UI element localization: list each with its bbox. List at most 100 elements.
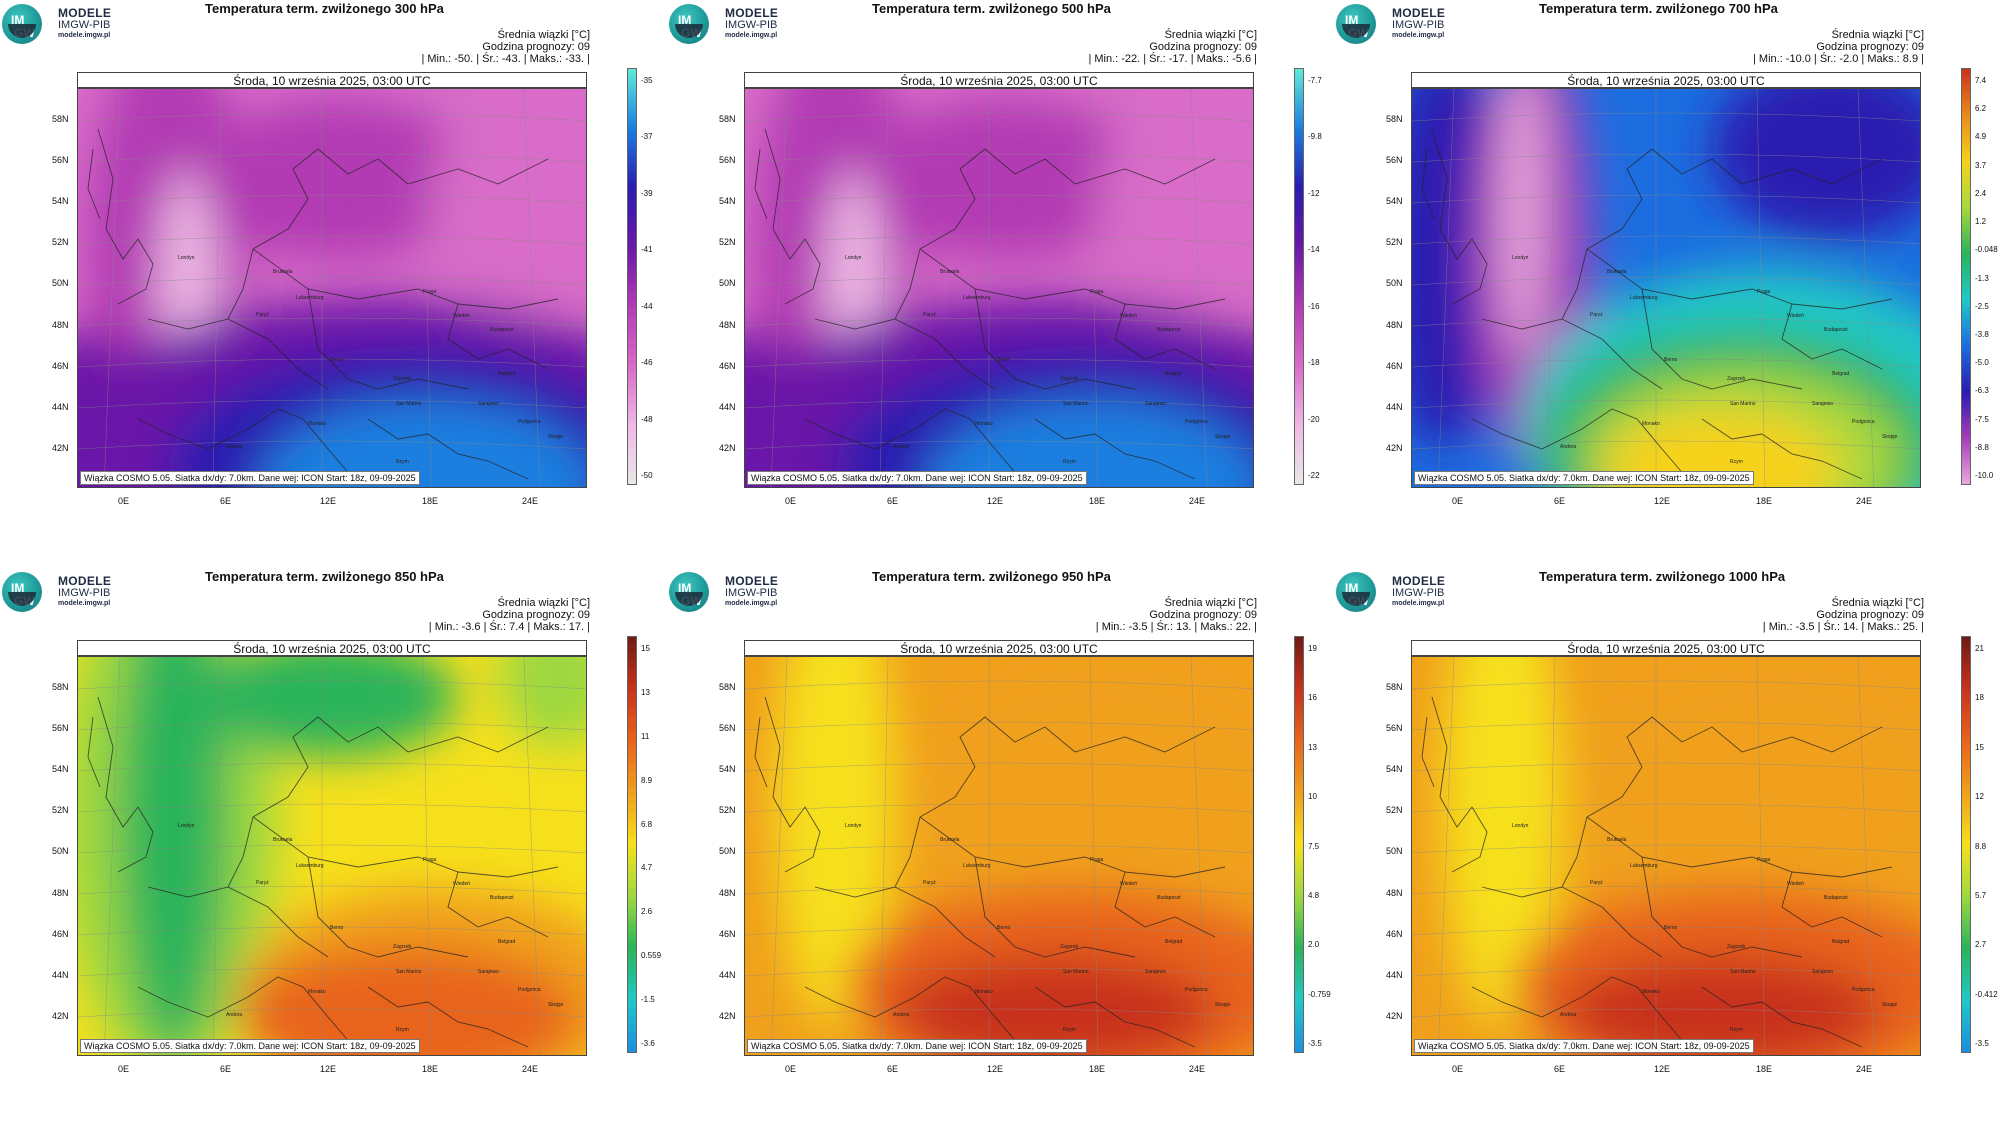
temperature-map[interactable]: Londyn Bruksela Paryż Luksemburg Praga Wiedeń…	[744, 656, 1254, 1056]
colorbar-tick-label: 6.8	[641, 819, 653, 829]
temperature-map[interactable]: Londyn Bruksela Paryż Luksemburg Praga Wiedeń…	[77, 656, 587, 1056]
city-label: Bruksela	[940, 269, 960, 275]
longitude-label: 6E	[220, 496, 232, 506]
city-label: Zagrzeb	[1727, 944, 1746, 950]
longitude-label: 6E	[220, 1064, 232, 1074]
temperature-field	[78, 657, 586, 1055]
logo-badge-bottom: GW	[681, 594, 702, 608]
logo-title: MODELE	[1392, 6, 1446, 20]
colorbar-tick-label: -3.6	[641, 1039, 655, 1048]
legend-title: Średnia wiązki [°C]	[1164, 597, 1257, 609]
latitude-label: 42N	[52, 443, 69, 453]
longitude-label: 24E	[1856, 1064, 1873, 1074]
logo-subtitle: IMGW-PIB	[1392, 19, 1445, 31]
city-label: Wiedeń	[453, 881, 470, 887]
colorbar-tick-label: 11	[641, 731, 650, 741]
city-label: Podgorica	[1185, 987, 1208, 993]
longitude-label: 0E	[785, 496, 797, 506]
latitude-label: 52N	[1386, 237, 1403, 247]
temperature-field	[1412, 657, 1920, 1055]
latitude-label: 54N	[52, 764, 69, 774]
temperature-map[interactable]: Londyn Bruksela Paryż Luksemburg Praga Wiedeń…	[744, 88, 1254, 488]
colorbar-tick-label: -8.8	[1975, 442, 1989, 452]
longitude-label: 24E	[522, 496, 539, 506]
colorbar-tick-label: -1.3	[1975, 273, 1989, 283]
imgw-logo[interactable]: IM GW MODELE IMGW-PIB modele.imgw.pl	[1336, 570, 1456, 614]
city-label: Wiedeń	[1120, 881, 1137, 887]
longitude-label: 24E	[522, 1064, 539, 1074]
latitude-label: 44N	[1386, 402, 1403, 412]
city-label: Budapeszt	[490, 895, 514, 901]
city-label: Belgrad	[1832, 371, 1850, 377]
latitude-label: 58N	[1386, 682, 1403, 692]
temperature-map[interactable]: Londyn Bruksela Paryż Luksemburg Praga Wiedeń…	[77, 88, 587, 488]
city-label: Wiedeń	[453, 313, 470, 319]
imgw-logo[interactable]: IM GW MODELE IMGW-PIB modele.imgw.pl	[1336, 2, 1456, 46]
city-label: Londyn	[845, 823, 862, 829]
legend-title: Średnia wiązki [°C]	[497, 597, 590, 609]
stats-line: | Min.: -3.5 | Śr.: 13. | Maks.: 22. |	[1095, 621, 1257, 633]
city-label: Luksemburg	[296, 863, 324, 869]
colorbar-tick-label: -39	[641, 188, 653, 198]
city-label: Podgorica	[1185, 419, 1208, 425]
colorbar-tick-label: -3.5	[1975, 1039, 1989, 1048]
colorbar-tick-label: 13	[1308, 742, 1317, 752]
city-label: Paryż	[256, 880, 269, 886]
city-label: Skopje	[1215, 1002, 1231, 1008]
colorbar-tick-label: 13	[641, 687, 650, 697]
city-label: Budapeszt	[490, 327, 514, 333]
latitude-label: 56N	[719, 155, 736, 165]
city-label: Wiedeń	[1120, 313, 1137, 319]
colorbar-tick-label: 4.9	[1975, 132, 1987, 142]
longitude-label: 12E	[987, 1064, 1004, 1074]
city-label: Bruksela	[273, 269, 293, 275]
model-footer: Wiązka COSMO 5.05. Siatka dx/dy: 7.0km. …	[747, 1039, 1087, 1053]
colorbar	[627, 68, 637, 485]
forecast-panel: IM GW MODELE IMGW-PIB modele.imgw.pl Temperat…	[1334, 568, 2000, 1136]
city-label: Bruksela	[940, 837, 960, 843]
city-label: Podgorica	[1852, 419, 1875, 425]
temperature-map[interactable]: Londyn Bruksela Paryż Luksemburg Praga Wiedeń…	[1411, 656, 1921, 1056]
colorbar	[1961, 68, 1971, 485]
imgw-logo[interactable]: IM GW MODELE IMGW-PIB modele.imgw.pl	[669, 570, 789, 614]
imgw-logo[interactable]: IM GW MODELE IMGW-PIB modele.imgw.pl	[669, 2, 789, 46]
logo-badge-bottom: GW	[681, 26, 702, 40]
logo-url: modele.imgw.pl	[58, 600, 111, 607]
city-label: Luksemburg	[963, 295, 991, 301]
map-date-header: Środa, 10 września 2025, 03:00 UTC	[1411, 72, 1921, 88]
temperature-map[interactable]: Londyn Bruksela Paryż Luksemburg Praga Wiedeń…	[1411, 88, 1921, 488]
longitude-label: 0E	[118, 496, 130, 506]
legend-title: Średnia wiązki [°C]	[1164, 29, 1257, 41]
city-label: Podgorica	[1852, 987, 1875, 993]
city-label: Berno	[1664, 357, 1678, 363]
colorbar-tick-label: -16	[1308, 301, 1320, 311]
city-label: Sarajewo	[478, 401, 499, 407]
logo-title: MODELE	[725, 6, 779, 20]
latitude-label: 44N	[52, 970, 69, 980]
imgw-logo[interactable]: IM GW MODELE IMGW-PIB modele.imgw.pl	[2, 570, 122, 614]
city-label: Berno	[997, 925, 1011, 931]
colorbar-tick-label: -3.8	[1975, 329, 1989, 339]
city-label: Paryż	[1590, 880, 1603, 886]
temperature-field	[745, 657, 1253, 1055]
imgw-logo[interactable]: IM GW MODELE IMGW-PIB modele.imgw.pl	[2, 2, 122, 46]
city-label: Rzym	[1730, 459, 1743, 465]
logo-title: MODELE	[1392, 574, 1446, 588]
latitude-label: 56N	[719, 723, 736, 733]
forecast-panel: IM GW MODELE IMGW-PIB modele.imgw.pl Temperat…	[0, 0, 666, 568]
city-label: Monako	[975, 421, 993, 427]
stats-line: | Min.: -22. | Śr.: -17. | Maks.: -5.6 |	[1088, 53, 1257, 65]
colorbar-tick-label: -50	[641, 471, 653, 480]
latitude-label: 56N	[1386, 155, 1403, 165]
colorbar-tick-label: -37	[641, 132, 653, 142]
city-label: San Marino	[396, 969, 422, 975]
logo-badge-top: IM	[1345, 13, 1359, 27]
latitude-label: 50N	[52, 278, 69, 288]
latitude-label: 44N	[719, 402, 736, 412]
longitude-label: 24E	[1856, 496, 1873, 506]
city-label: Skopje	[1882, 1002, 1898, 1008]
logo-subtitle: IMGW-PIB	[58, 19, 111, 31]
forecast-panel: IM GW MODELE IMGW-PIB modele.imgw.pl Temperat…	[1334, 0, 2000, 568]
logo-title: MODELE	[725, 574, 779, 588]
city-label: Budapeszt	[1157, 327, 1181, 333]
